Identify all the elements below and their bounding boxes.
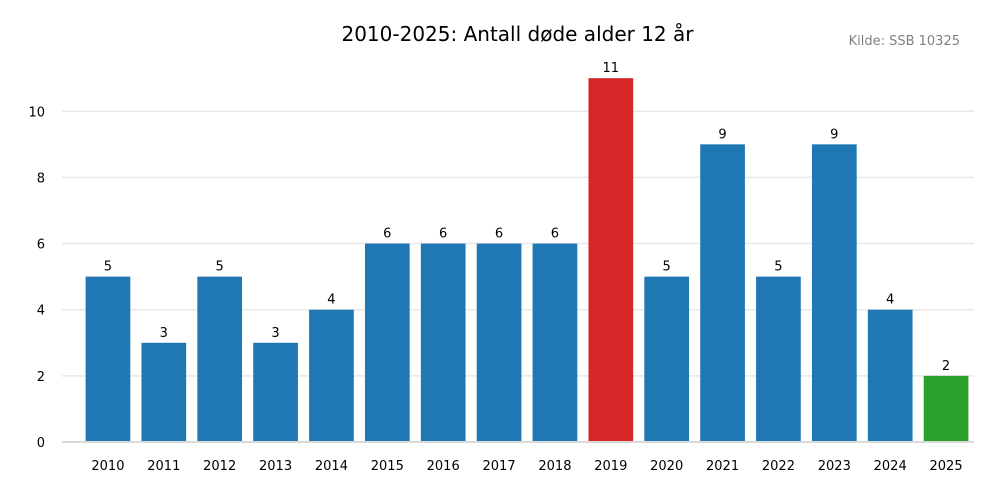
x-tick-label: 2015 [371,459,404,474]
y-tick-label: 8 [37,171,45,186]
data-label-2013: 3 [271,326,279,341]
chart-title: 2010-2025: Antall døde alder 12 år [341,22,694,46]
data-label-2018: 6 [551,227,559,242]
y-tick-label: 4 [37,304,45,319]
x-tick-label: 2017 [483,459,516,474]
bar-2019 [588,78,634,442]
bar-2021 [700,144,745,443]
y-tick-label: 10 [28,105,45,120]
y-axis: 0 2 4 6 8 10 [28,105,45,451]
bar-2010 [85,276,131,442]
data-label-2012: 5 [216,260,224,275]
data-label-2017: 6 [495,227,503,242]
x-tick-label: 2011 [147,459,180,474]
data-label-2010: 5 [104,260,112,275]
x-tick-label: 2014 [315,459,348,474]
data-label-2011: 3 [160,326,168,341]
bar-2015 [364,243,410,442]
data-label-2025: 2 [942,359,950,374]
bar-2024 [867,309,913,442]
data-label-2014: 4 [327,293,335,308]
data-labels: 5 3 5 3 4 6 6 6 6 11 5 9 5 9 4 2 [104,61,950,374]
data-label-2020: 5 [663,260,671,275]
data-label-2022: 5 [774,260,782,275]
source-note: Kilde: SSB 10325 [848,34,960,49]
x-tick-label: 2023 [818,459,851,474]
bar-2023 [811,144,857,443]
x-axis: 2010 2011 2012 2013 2014 2015 2016 2017 2018 2019… [62,441,974,474]
x-tick-label: 2021 [706,459,739,474]
bar-2025 [923,375,969,442]
data-label-2016: 6 [439,227,447,242]
bars [85,78,969,443]
x-tick-label: 2012 [203,459,236,474]
bar-2011 [141,342,187,442]
data-label-2015: 6 [383,227,391,242]
y-tick-label: 0 [37,436,45,451]
bar-2012 [197,276,243,442]
bar-2022 [756,276,801,442]
x-tick-label: 2013 [259,459,292,474]
x-tick-label: 2020 [650,459,683,474]
x-tick-label: 2022 [762,459,795,474]
y-tick-label: 6 [37,238,45,253]
bar-2017 [476,243,522,442]
data-label-2023: 9 [830,127,838,142]
bar-2018 [532,243,578,442]
x-tick-label: 2016 [427,459,460,474]
data-label-2019: 11 [603,61,620,76]
data-label-2021: 9 [718,127,726,142]
x-tick-label: 2010 [91,459,124,474]
bar-2016 [420,243,466,442]
bar-2013 [253,342,298,442]
x-tick-label: 2019 [594,459,627,474]
bar-2014 [309,309,354,442]
data-label-2024: 4 [886,293,894,308]
bar-2020 [644,276,690,442]
x-tick-label: 2018 [538,459,571,474]
x-tick-label: 2025 [930,459,963,474]
y-tick-label: 2 [37,370,45,385]
x-tick-label: 2024 [874,459,907,474]
